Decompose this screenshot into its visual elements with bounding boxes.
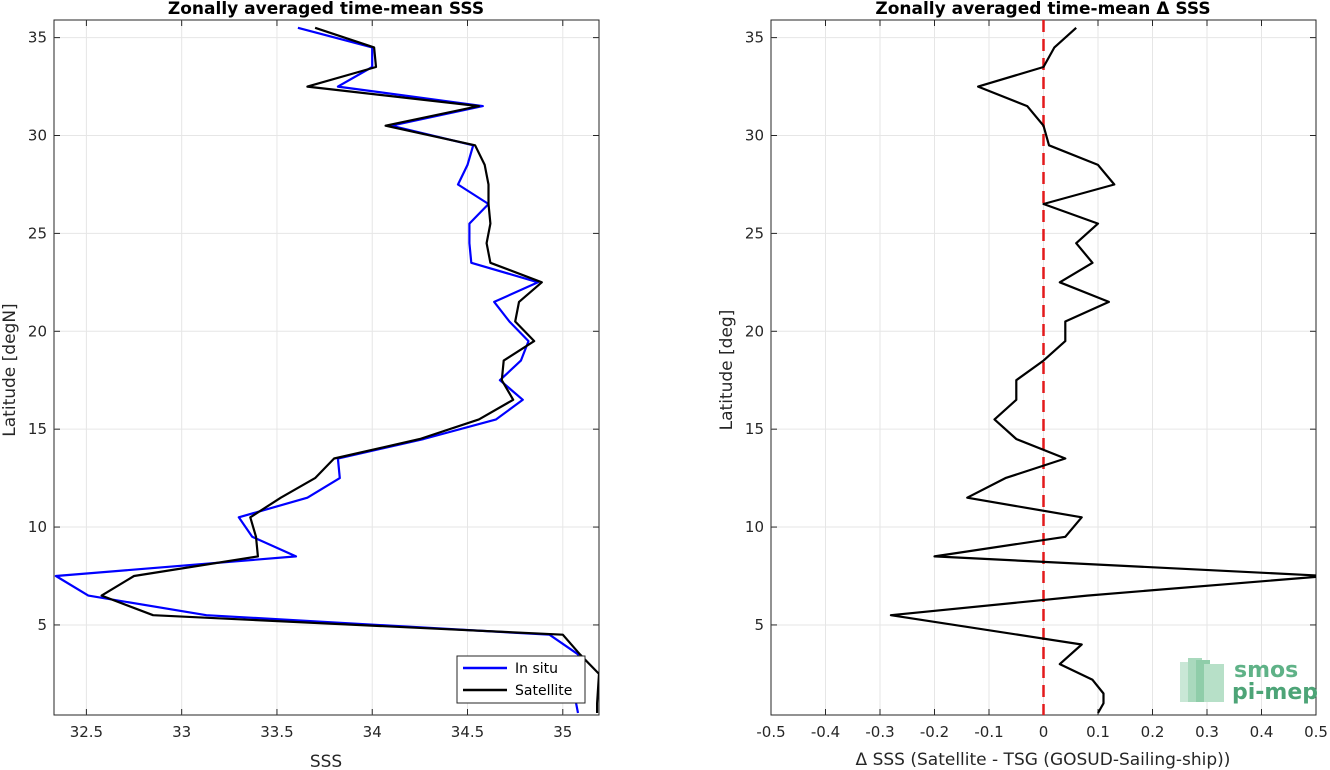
legend-label-satellite: Satellite [515, 683, 572, 699]
x-tick-label: 0.1 [1086, 723, 1110, 741]
x-tick-label: 0.3 [1195, 723, 1219, 741]
x-tick-label: -0.2 [920, 723, 949, 741]
x-tick-label: 0.2 [1141, 723, 1165, 741]
logo-wave-mark [1204, 664, 1224, 702]
y-tick-label: 20 [745, 322, 764, 340]
y-tick-label: 35 [28, 29, 47, 47]
y-axis-label: Latitude [degN] [0, 303, 20, 436]
series-group [54, 26, 599, 714]
y-axis-label: Latitude [deg] [717, 310, 737, 431]
y-tick-label: 5 [754, 616, 764, 634]
x-tick-label: -0.3 [865, 723, 894, 741]
series-group [889, 20, 1316, 715]
x-tick-label: 32.5 [70, 723, 103, 741]
x-tick-label: 0 [1039, 723, 1049, 741]
x-tick-label: 33.5 [260, 723, 293, 741]
x-tick-label: 0.4 [1250, 723, 1274, 741]
x-axis-label: Δ SSS (Satellite - TSG (GOSUD-Sailing-sh… [856, 750, 1231, 770]
x-tick-label: -0.5 [756, 723, 785, 741]
y-tick-label: 5 [37, 616, 47, 634]
grid [54, 20, 599, 715]
logo-text-smos: smos [1234, 658, 1298, 683]
x-tick-label: 35 [553, 723, 572, 741]
y-tick-label: 30 [28, 127, 47, 145]
logo-text-pi-mep: pi-mep [1232, 680, 1318, 705]
legend-box [456, 655, 586, 704]
y-tick-label: 15 [745, 420, 764, 438]
x-tick-label: -0.4 [811, 723, 840, 741]
smos-pi-mep-logo: smos pi-mep [1180, 658, 1318, 705]
y-tick-label: 10 [28, 518, 47, 536]
y-tick-label: 25 [28, 224, 47, 242]
x-tick-label: 34 [363, 723, 382, 741]
chart-title: Zonally averaged time-mean SSS [168, 0, 484, 19]
chart-title: Zonally averaged time-mean Δ SSS [875, 0, 1210, 19]
y-tick-label: 10 [745, 518, 764, 536]
x-tick-label: 34.5 [451, 723, 484, 741]
y-tick-label: 35 [745, 29, 764, 47]
x-tick-label: 33 [172, 723, 191, 741]
ticks: -0.5 -0.4 -0.3 -0.2 -0.1 0 0.1 0.2 0.3 0.4 0.5 5 10 1… [745, 20, 1328, 741]
x-axis-label: SSS [310, 752, 342, 770]
y-tick-label: 30 [745, 127, 764, 145]
right-panel: -0.5 -0.4 -0.3 -0.2 -0.1 0 0.1 0.2 0.3 0.4 0.5 5 10 1… [717, 0, 1328, 770]
y-tick-label: 15 [28, 420, 47, 438]
y-tick-label: 20 [28, 322, 47, 340]
y-tick-label: 25 [745, 224, 764, 242]
series-line-delta-sss [889, 26, 1316, 714]
x-tick-label: 0.5 [1304, 723, 1328, 741]
left-panel: 32.5 33 33.5 34 34.5 35 5 10 15 20 25 30 35 Zonally … [0, 0, 600, 770]
x-tick-label: -0.1 [974, 723, 1003, 741]
plot-area [53, 19, 600, 716]
ticks: 32.5 33 33.5 34 34.5 35 5 10 15 20 25 30 35 [28, 20, 599, 741]
legend-label-in-situ: In situ [515, 661, 558, 677]
series-line-satellite [100, 26, 599, 713]
legend: In situ Satellite [456, 655, 586, 704]
